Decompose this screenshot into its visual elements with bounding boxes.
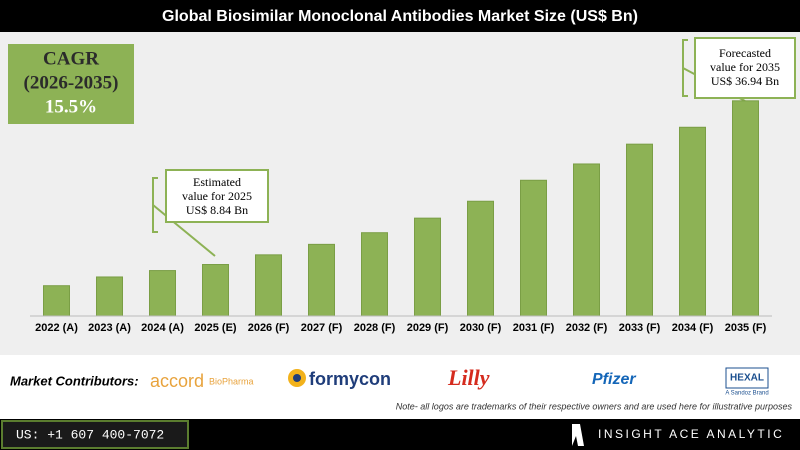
annotation-text: US$ 36.94 Bn [711, 74, 779, 88]
contributors-strip [0, 360, 800, 416]
x-tick-label: 2032 (F) [566, 322, 608, 334]
cagr-label: CAGR [43, 48, 99, 69]
bar [308, 243, 335, 317]
x-tick-label: 2026 (F) [248, 322, 290, 334]
bar [149, 270, 176, 317]
phone: US: +1 607 400-7072 [16, 427, 164, 442]
bar [520, 179, 547, 317]
bar [573, 163, 600, 317]
annotation-box [165, 169, 269, 223]
x-tick-label: 2024 (A) [141, 322, 184, 334]
x-tick-label: 2027 (F) [301, 322, 343, 334]
brand: INSIGHT ACE ANALYTIC [598, 427, 784, 441]
annotation-text: US$ 8.84 Bn [186, 203, 248, 217]
logo: HEXAL [730, 373, 764, 384]
annotation-2025: Estimated value for 2025 US$ 8.84 Bn [152, 169, 269, 257]
x-tick-label: 2028 (F) [354, 322, 396, 334]
x-tick-label: 2035 (F) [725, 322, 767, 334]
logo-icon [293, 374, 301, 382]
annotation-text: Forecasted [719, 46, 771, 60]
phone-box [1, 420, 189, 449]
logo: BioPharma [209, 376, 254, 386]
x-tick-label: 2025 (E) [194, 322, 237, 334]
annotation-2035: Forecasted value for 2035 US$ 36.94 Bn [682, 37, 796, 102]
x-tick-label: 2031 (F) [513, 322, 555, 334]
annotation-text: value for 2035 [710, 60, 780, 74]
x-tick-label: 2034 (F) [672, 322, 714, 334]
logo: Lilly [447, 365, 490, 390]
logo: A Sandoz Brand [725, 391, 768, 397]
x-tick-label: 2023 (A) [88, 322, 131, 334]
cagr-period: (2026-2035) [24, 72, 119, 93]
x-tick-label: 2033 (F) [619, 322, 661, 334]
logo: Pfizer [592, 371, 636, 388]
bar [467, 200, 494, 317]
chart-title: Global Biosimilar Monoclonal Antibodies … [162, 8, 638, 25]
contributors-label: Market Contributors: [10, 373, 139, 388]
bar [732, 100, 759, 317]
bar [414, 217, 441, 317]
brand-icon [572, 424, 584, 446]
title-bar [0, 0, 800, 32]
bar [202, 264, 229, 317]
bar [626, 143, 653, 317]
logo: formycon [309, 369, 391, 389]
annotation-leader [152, 177, 216, 257]
bar [361, 232, 388, 317]
x-tick-label: 2029 (F) [407, 322, 449, 334]
annotation-box [694, 37, 796, 99]
x-tick-label: 2022 (A) [35, 322, 78, 334]
logo-frame [725, 367, 769, 389]
cagr-value: 15.5% [45, 96, 97, 117]
annotation-text: value for 2025 [182, 189, 252, 203]
bar [255, 254, 282, 317]
logo: accord [150, 371, 204, 391]
x-tick-label: 2030 (F) [460, 322, 502, 334]
bar [43, 285, 70, 317]
bar [96, 276, 123, 317]
cagr-box [8, 44, 134, 124]
note: Note- all logos are trademarks of their … [396, 401, 793, 411]
bar [679, 126, 706, 317]
annotation-text: Estimated [193, 175, 241, 189]
